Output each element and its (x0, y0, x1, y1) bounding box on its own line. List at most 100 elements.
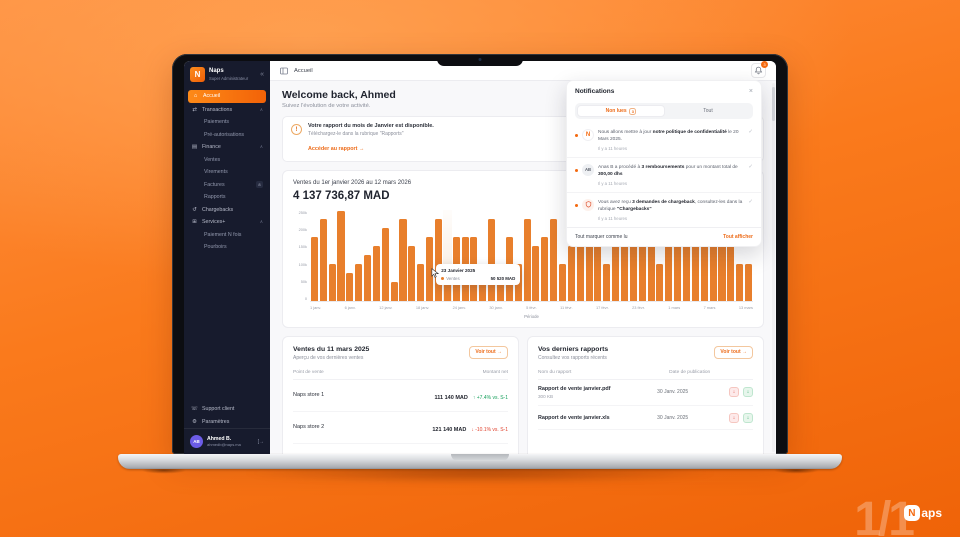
notification-body: Anas B a procédé à 3 remboursements pour… (598, 164, 742, 186)
scrollbar-thumb[interactable] (772, 87, 775, 121)
sidebar-item-virements[interactable]: Virements (184, 166, 270, 179)
chart-bar[interactable] (346, 273, 354, 301)
sidebar-item-transactions[interactable]: ⇄ Transactions ∧ (184, 104, 270, 117)
chart-bar[interactable] (426, 236, 434, 301)
chart-bar[interactable] (629, 218, 637, 301)
alert-subtitle: Téléchargez-le dans la rubrique "Rapport… (308, 130, 404, 137)
chart-bar-slot (363, 210, 372, 301)
panel-toggle-icon[interactable] (280, 67, 288, 75)
logout-icon[interactable]: [→ (257, 438, 264, 445)
chart-bar[interactable] (372, 245, 380, 301)
scrollbar[interactable] (772, 83, 775, 452)
sidebar-item-rapports[interactable]: Rapports (184, 191, 270, 204)
table-row[interactable]: Naps store 1 111 140 MAD ↑ +7.4% vs. S-1 (293, 380, 508, 412)
chart-bar[interactable] (700, 245, 708, 301)
laptop-foot-shadow-right (764, 466, 828, 475)
mark-all-read-link[interactable]: Tout marquer comme lu (575, 233, 628, 240)
chart-bar[interactable] (736, 264, 744, 301)
chart-bar[interactable] (364, 255, 372, 301)
chart-bar[interactable] (727, 245, 735, 301)
chart-bar[interactable] (718, 218, 726, 301)
sidebar-item-chargebacks[interactable]: ↺ Chargebacks (184, 204, 270, 217)
chart-bar[interactable] (417, 264, 425, 301)
sidebar-item-pre-autorisations[interactable]: Pré-autorisations (184, 129, 270, 142)
naps-logo-icon: N (190, 67, 205, 82)
chart-bar[interactable] (319, 218, 327, 301)
chart-bar[interactable] (381, 227, 389, 301)
mark-read-check-icon[interactable]: ✓ (748, 163, 753, 170)
chart-bar[interactable] (745, 264, 753, 301)
chart-bar[interactable] (674, 218, 682, 301)
sidebar-item-factures[interactable]: Factures 8 (184, 179, 270, 192)
chart-bar[interactable] (682, 236, 691, 301)
sidebar-item-ventes[interactable]: Ventes (184, 154, 270, 167)
download-xls-icon[interactable]: ↓ (742, 412, 753, 423)
chart-bar[interactable] (647, 218, 655, 301)
chart-bar[interactable] (594, 245, 602, 301)
chart-bar[interactable] (550, 218, 558, 301)
chart-bar[interactable] (612, 218, 620, 301)
sidebar-item-pourboirs[interactable]: Pourboirs (184, 241, 270, 254)
table-row[interactable]: Rapport de vente janvier.pdf 300 KB 30 Jan… (538, 380, 753, 406)
chart-bar[interactable] (523, 218, 531, 301)
sidebar-item-finance[interactable]: ▤ Finance ∧ (184, 141, 270, 154)
download-pdf-icon[interactable]: ↓ (728, 412, 739, 423)
access-report-link[interactable]: Accéder au rapport → (308, 145, 365, 152)
chart-bar[interactable] (310, 236, 318, 301)
chart-bar[interactable] (337, 211, 345, 301)
chart-bar[interactable] (532, 245, 540, 301)
notification-item[interactable]: Vous avez reçu 3 demandes de chargeback,… (567, 191, 761, 227)
notification-item[interactable]: AB Anas B a procédé à 3 remboursements po… (567, 156, 761, 192)
notification-body: Nous allons mettre à jour notre politiqu… (598, 129, 742, 151)
chart-bar[interactable] (620, 236, 629, 301)
chart-bar[interactable] (603, 264, 611, 301)
notifications-bell-button[interactable]: 3 (751, 61, 768, 78)
chart-bar[interactable] (567, 245, 575, 301)
sidebar-item-paiement-n-fois[interactable]: Paiement N fois (184, 229, 270, 242)
reports-view-all-button[interactable]: Voir tout → (714, 345, 753, 359)
sidebar-item-accueil[interactable]: ⌂ Accueil (188, 90, 266, 103)
sidebar-collapse-icon[interactable]: « (260, 71, 264, 78)
sales-view-all-button[interactable]: Voir tout → (469, 345, 508, 359)
notification-item[interactable]: N Nous allons mettre à jour notre politiq… (567, 123, 761, 157)
chart-bar[interactable] (399, 218, 407, 301)
chart-bar[interactable] (638, 245, 646, 301)
chart-bar[interactable] (390, 282, 398, 301)
sidebar-spacer (184, 254, 270, 404)
mark-read-check-icon[interactable]: ✓ (748, 198, 753, 205)
chart-bar[interactable] (656, 264, 664, 301)
chart-bar-slot (345, 210, 354, 301)
chart-bar-slot (452, 210, 461, 301)
chart-bar[interactable] (328, 264, 336, 301)
chart-bar[interactable] (691, 218, 699, 301)
chart-bar[interactable] (541, 236, 549, 301)
mark-read-check-icon[interactable]: ✓ (748, 129, 753, 135)
y-tick-label: 250k (298, 209, 307, 215)
chart-bar[interactable] (355, 264, 363, 301)
tab-unread[interactable]: Non lues 3 (577, 105, 665, 117)
chart-bar[interactable] (408, 245, 416, 301)
chart-bar[interactable] (585, 218, 593, 301)
table-row[interactable]: Naps store 2 121 140 MAD ↓ -10.1% vs. S-1 (293, 412, 508, 444)
sidebar-item-paiements[interactable]: Paiements (184, 116, 270, 129)
table-row[interactable]: Rapport de vente janvier.xls 30 Janv. 202… (538, 406, 753, 430)
alert-title: Votre rapport du mois de Janvier est dis… (308, 123, 434, 129)
view-all-notifications-link[interactable]: Tout afficher (723, 233, 753, 240)
close-icon[interactable]: × (748, 88, 753, 95)
chart-bar[interactable] (434, 218, 442, 301)
chart-bar[interactable] (709, 236, 717, 301)
notification-text: Vous avez reçu 3 demandes de chargeback,… (598, 199, 743, 212)
chart-bar[interactable] (558, 264, 567, 301)
chart-bar[interactable] (665, 245, 673, 301)
sidebar-user-row[interactable]: AB Ahmed B. ahmedb@naps.ma [→ (184, 428, 270, 454)
chart-bar[interactable] (488, 218, 496, 301)
sidebar-item-support-client[interactable]: ☏ Support client (184, 403, 270, 416)
sidebar-item-services[interactable]: ⊞ Services+ ∧ (184, 216, 270, 229)
sidebar-item-parametres[interactable]: ⚙ Paramètres (184, 416, 270, 429)
chart-bar[interactable] (496, 282, 505, 301)
download-xls-icon[interactable]: ↓ (742, 387, 753, 398)
tab-all[interactable]: Tout (703, 108, 713, 114)
download-pdf-icon[interactable]: ↓ (728, 387, 739, 398)
chart-bar[interactable] (576, 236, 584, 301)
chart-bar-slot (664, 210, 673, 301)
